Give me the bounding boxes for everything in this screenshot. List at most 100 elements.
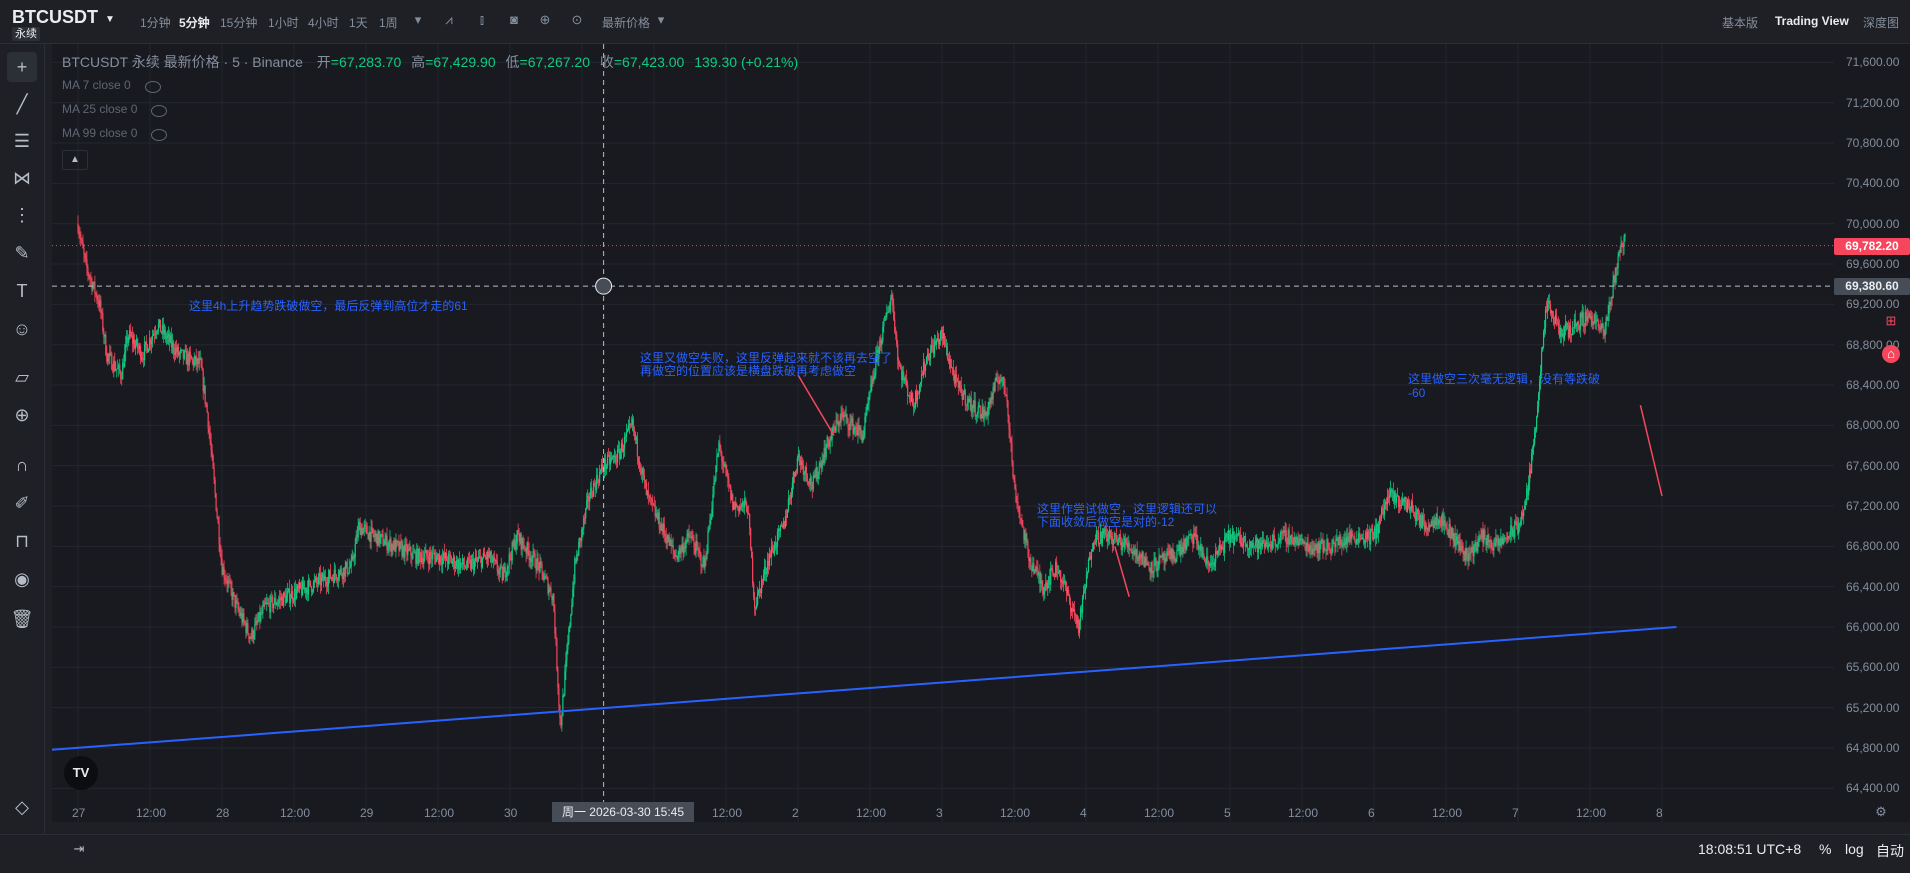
candle-body bbox=[197, 358, 199, 364]
candle-body bbox=[521, 538, 523, 550]
tf-5m[interactable]: 5分钟 bbox=[179, 16, 210, 30]
emoji-icon[interactable]: ☺ bbox=[12, 319, 32, 339]
tf-15m[interactable]: 15分钟 bbox=[220, 16, 258, 30]
candle-body bbox=[748, 513, 750, 515]
candle-body bbox=[1309, 545, 1311, 552]
candle-body bbox=[1454, 533, 1456, 547]
candle-body bbox=[694, 547, 696, 554]
chart-pane[interactable] bbox=[52, 44, 1834, 822]
axis-settings-icon[interactable]: ⚙ bbox=[1875, 804, 1887, 819]
chart-type-icon[interactable]: ⫾ bbox=[479, 12, 485, 27]
ruler-icon[interactable]: ▱ bbox=[15, 367, 29, 387]
ma99-label[interactable]: MA 99 close 0 bbox=[62, 126, 138, 140]
candle-body bbox=[1624, 234, 1626, 238]
candle-body bbox=[442, 557, 444, 565]
ma7-label[interactable]: MA 7 close 0 bbox=[62, 78, 131, 92]
candle-body bbox=[1061, 580, 1063, 582]
candle-body bbox=[1178, 544, 1180, 551]
annotation-text[interactable]: -60 bbox=[1408, 386, 1426, 400]
trend-line-icon[interactable]: ╱ bbox=[16, 94, 28, 114]
candle-body bbox=[624, 436, 627, 438]
magnet-icon[interactable]: ∩ bbox=[15, 455, 29, 475]
brush-icon[interactable]: ✎ bbox=[14, 243, 30, 263]
price-type-selector[interactable]: 最新价格 bbox=[602, 16, 651, 30]
depth-chart-link[interactable]: 深度图 bbox=[1863, 16, 1900, 30]
price-alert-icon[interactable]: ⌂ bbox=[1882, 345, 1900, 363]
candle-body bbox=[158, 319, 161, 324]
candle-body bbox=[288, 588, 290, 592]
annotation-text[interactable]: 这里4h上升趋势跌破做空，最后反弹到高位才走的61 bbox=[189, 299, 468, 313]
price-chart[interactable] bbox=[52, 44, 1834, 822]
chevron-down-icon[interactable]: ▼ bbox=[105, 14, 115, 25]
log-toggle[interactable]: log bbox=[1845, 841, 1864, 857]
basic-view-link[interactable]: 基本版 bbox=[1722, 16, 1759, 30]
crosshair-icon[interactable]: + bbox=[7, 52, 37, 82]
measure-lines-icon[interactable]: ⋮ bbox=[13, 205, 31, 225]
price-axis[interactable] bbox=[1834, 44, 1910, 822]
candle-body bbox=[228, 580, 230, 582]
add-icon[interactable]: ⊕ bbox=[539, 12, 551, 27]
collapse-legend-button[interactable]: ▲ bbox=[62, 150, 88, 170]
candle-body bbox=[562, 695, 564, 716]
candle-body bbox=[363, 525, 365, 529]
candle-body bbox=[563, 695, 565, 697]
candle-body bbox=[805, 467, 807, 475]
more-timeframes-icon[interactable]: ▾ bbox=[414, 12, 422, 27]
candle-body bbox=[459, 562, 462, 570]
candle-body bbox=[878, 346, 880, 359]
candle-body bbox=[669, 539, 671, 546]
candle-body bbox=[372, 528, 374, 535]
lock-draw-icon[interactable]: ✐ bbox=[14, 493, 30, 513]
candle-body bbox=[1604, 326, 1606, 336]
auto-toggle[interactable]: 自动 bbox=[1876, 843, 1904, 859]
candle-body bbox=[1026, 541, 1028, 543]
candle-body bbox=[1216, 551, 1218, 555]
annotation-text[interactable]: 下面收敛后做空是对的-12 bbox=[1037, 515, 1175, 529]
tf-1d[interactable]: 1天 bbox=[349, 16, 368, 30]
zoom-icon[interactable]: ⊕ bbox=[14, 405, 30, 425]
tf-1m[interactable]: 1分钟 bbox=[140, 16, 171, 30]
price-type-chevron-icon[interactable]: ▾ bbox=[657, 12, 665, 27]
annotation-text[interactable]: 这里又做空失败，这里反弹起来就不该再去空了 bbox=[640, 351, 893, 365]
symbol-selector[interactable]: BTCUSDT bbox=[12, 7, 98, 27]
candle-body bbox=[1005, 394, 1007, 396]
tf-1w[interactable]: 1周 bbox=[379, 16, 398, 30]
trash-icon[interactable]: 🗑 bbox=[10, 609, 34, 629]
tf-4h[interactable]: 4小时 bbox=[308, 16, 339, 30]
annotation-text[interactable]: 再做空的位置应该是横盘跌破再考虑做空 bbox=[640, 364, 857, 378]
candle-body bbox=[726, 468, 728, 476]
layers-icon[interactable]: ◇ bbox=[15, 797, 29, 817]
candle-body bbox=[698, 550, 700, 552]
hide-eye-icon[interactable] bbox=[151, 105, 167, 117]
candle-body bbox=[311, 590, 314, 592]
candle-body bbox=[1270, 544, 1272, 550]
camera-icon[interactable]: ◙ bbox=[510, 12, 518, 27]
alert-icon[interactable]: ⊞ bbox=[1885, 313, 1897, 328]
unlock-icon[interactable]: ⊓ bbox=[14, 531, 30, 551]
settings-icon[interactable]: ⊙ bbox=[571, 12, 583, 27]
tradingview-link[interactable]: Trading View bbox=[1775, 14, 1849, 28]
annotation-text[interactable]: 这里做空三次毫无逻辑，没有等跌破 bbox=[1408, 372, 1601, 386]
fib-icon[interactable]: ☰ bbox=[13, 131, 31, 151]
candle-body bbox=[1078, 621, 1081, 634]
percent-toggle[interactable]: % bbox=[1819, 841, 1832, 857]
indicators-icon[interactable]: ⩘ bbox=[445, 12, 453, 27]
goto-date-icon[interactable]: ⇥ bbox=[73, 841, 85, 856]
hide-eye-icon[interactable] bbox=[145, 81, 161, 93]
candle-body bbox=[1093, 543, 1096, 545]
pattern-icon[interactable]: ⋈ bbox=[13, 168, 31, 188]
annotation-text[interactable]: 这里作尝试做空，这里逻辑还可以 bbox=[1037, 502, 1218, 516]
hide-eye-icon[interactable] bbox=[151, 129, 167, 141]
candle-body bbox=[247, 622, 249, 634]
candle-body bbox=[503, 566, 505, 573]
tf-1h[interactable]: 1小时 bbox=[268, 16, 299, 30]
candle-body bbox=[993, 387, 995, 391]
ma25-label[interactable]: MA 25 close 0 bbox=[62, 102, 138, 116]
candle-body bbox=[128, 336, 130, 343]
text-icon[interactable]: T bbox=[16, 281, 28, 301]
candle-body bbox=[791, 482, 793, 494]
candle-body bbox=[1494, 542, 1496, 547]
candle-body bbox=[1202, 553, 1204, 557]
candle-body bbox=[1476, 547, 1478, 552]
eye-icon[interactable]: ◉ bbox=[14, 569, 30, 589]
